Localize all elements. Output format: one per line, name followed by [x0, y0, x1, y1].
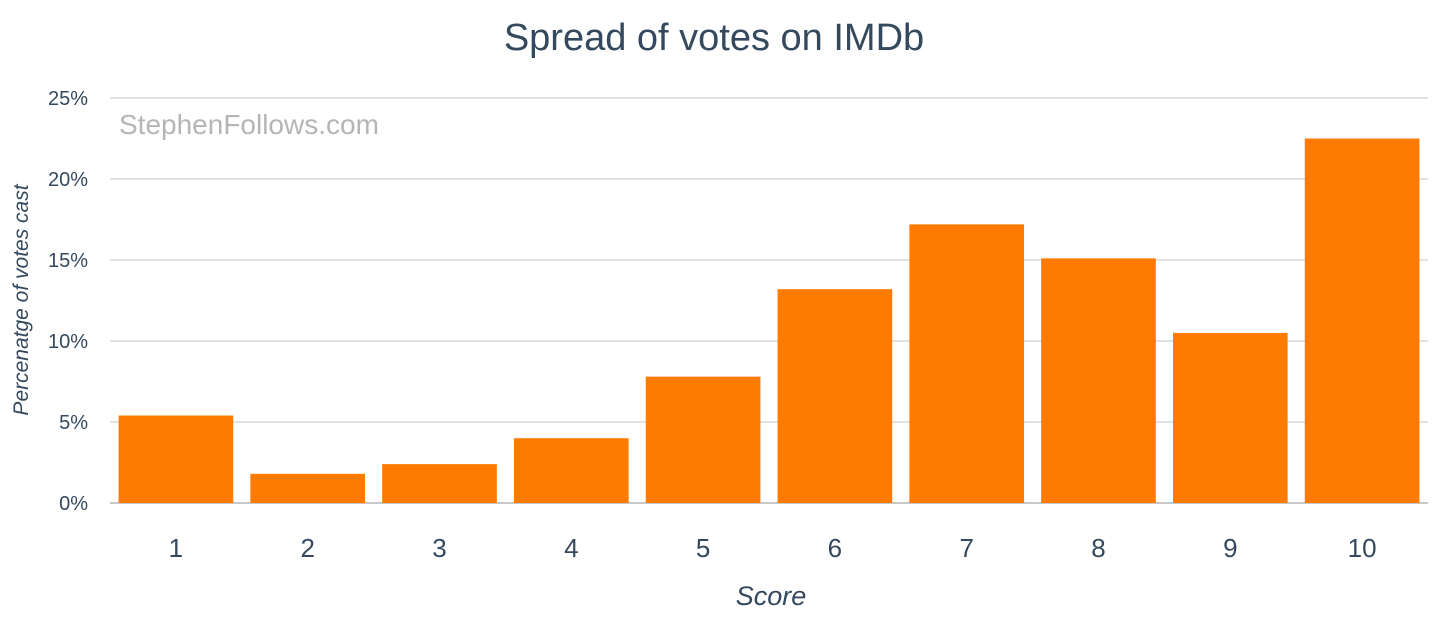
- x-tick-label: 8: [1091, 533, 1105, 563]
- watermark: StephenFollows.com: [119, 109, 379, 140]
- x-tick-label: 1: [169, 533, 183, 563]
- y-tick-label: 10%: [48, 331, 88, 353]
- bar-score-6: [777, 289, 893, 503]
- bar-score-9: [1172, 332, 1288, 503]
- bar-score-2: [250, 473, 366, 503]
- x-tick-label: 6: [828, 533, 842, 563]
- x-axis-label: Score: [736, 581, 807, 611]
- x-tick-label: 3: [432, 533, 446, 563]
- y-tick-label: 25%: [48, 88, 88, 110]
- y-tick-label: 20%: [48, 169, 88, 191]
- x-tick-label: 2: [300, 533, 314, 563]
- y-axis-ticks: 0% 5% 10% 15% 20% 25%: [48, 88, 88, 515]
- bar-score-1: [118, 415, 234, 503]
- y-tick-label: 15%: [48, 250, 88, 272]
- y-axis-label: Percenatge of votes cast: [10, 183, 33, 415]
- x-tick-label: 4: [564, 533, 578, 563]
- y-tick-label: 0%: [59, 493, 88, 515]
- bars: [118, 138, 1420, 504]
- bar-score-5: [645, 376, 761, 503]
- chart-title: Spread of votes on IMDb: [504, 17, 924, 59]
- x-axis-ticks: 1 2 3 4 5 6 7 8 9 10: [169, 533, 1377, 563]
- bar-score-3: [382, 464, 497, 503]
- bar-score-7: [909, 224, 1025, 504]
- bar-score-8: [1041, 258, 1156, 503]
- bar-score-4: [513, 438, 629, 503]
- x-tick-label: 10: [1348, 533, 1377, 563]
- y-tick-label: 5%: [59, 412, 88, 434]
- bar-score-10: [1304, 138, 1420, 503]
- x-tick-label: 5: [696, 533, 710, 563]
- x-tick-label: 9: [1223, 533, 1237, 563]
- x-tick-label: 7: [959, 533, 973, 563]
